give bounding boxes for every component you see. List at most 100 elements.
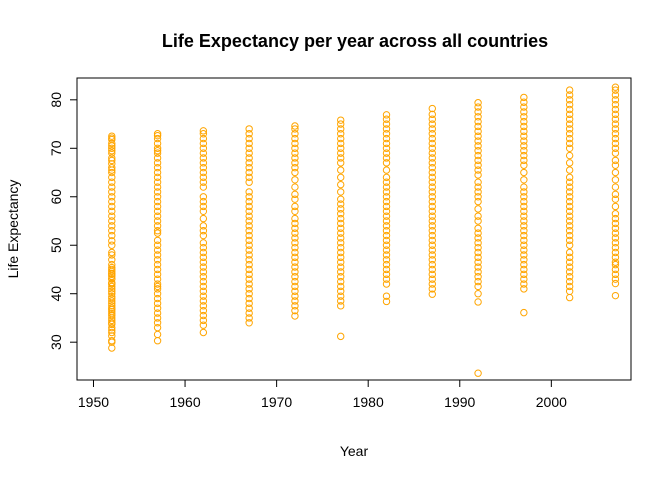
data-point bbox=[520, 260, 528, 269]
data-point bbox=[382, 270, 391, 279]
data-point bbox=[474, 277, 482, 286]
data-point bbox=[611, 110, 620, 119]
data-point bbox=[153, 207, 162, 216]
y-tick-label: 30 bbox=[48, 334, 64, 350]
data-point bbox=[565, 134, 574, 143]
data-point bbox=[199, 248, 208, 257]
data-point bbox=[382, 154, 391, 162]
data-point bbox=[153, 314, 162, 322]
data-point bbox=[611, 115, 620, 123]
data-point bbox=[291, 183, 299, 191]
data-point bbox=[428, 154, 436, 162]
data-point bbox=[291, 149, 299, 157]
data-point bbox=[291, 243, 299, 252]
data-point bbox=[382, 256, 391, 264]
data-point bbox=[291, 229, 299, 237]
data-point bbox=[108, 160, 116, 168]
data-point bbox=[153, 193, 162, 201]
data-point bbox=[428, 149, 436, 157]
data-point bbox=[520, 212, 528, 220]
data-point bbox=[611, 214, 620, 223]
data-point bbox=[291, 144, 299, 152]
data-point bbox=[565, 197, 574, 206]
data-point bbox=[520, 251, 528, 259]
data-point bbox=[382, 159, 391, 167]
data-point bbox=[428, 217, 436, 225]
data-point bbox=[382, 246, 391, 254]
data-point bbox=[428, 270, 436, 279]
data-point bbox=[382, 251, 391, 259]
data-point bbox=[199, 282, 208, 291]
data-point bbox=[199, 154, 208, 162]
data-point bbox=[611, 144, 620, 152]
data-point bbox=[565, 253, 574, 262]
data-point bbox=[520, 127, 528, 136]
data-point bbox=[199, 197, 208, 206]
data-point bbox=[428, 231, 436, 240]
data-point bbox=[474, 156, 482, 165]
data-point bbox=[291, 306, 299, 315]
data-point bbox=[382, 207, 391, 216]
data-point bbox=[474, 263, 482, 271]
data-point bbox=[245, 314, 253, 322]
data-point bbox=[520, 265, 528, 274]
data-point bbox=[520, 193, 528, 201]
data-point bbox=[153, 236, 162, 245]
data-point bbox=[199, 163, 208, 172]
data-point bbox=[153, 144, 162, 152]
data-point bbox=[611, 130, 620, 138]
data-point bbox=[337, 130, 345, 138]
data-point bbox=[382, 275, 391, 283]
data-point bbox=[382, 226, 391, 235]
data-point bbox=[108, 290, 116, 298]
data-point bbox=[337, 144, 345, 152]
data-point bbox=[245, 178, 253, 186]
data-point bbox=[565, 96, 574, 104]
data-point bbox=[108, 168, 116, 177]
data-point bbox=[565, 207, 574, 216]
data-point bbox=[565, 236, 574, 245]
data-point bbox=[474, 99, 482, 107]
data-point bbox=[153, 147, 162, 155]
data-point bbox=[428, 115, 436, 123]
data-point bbox=[291, 263, 299, 271]
data-point bbox=[565, 166, 574, 174]
data-point bbox=[474, 205, 482, 213]
data-point bbox=[611, 239, 620, 247]
data-point bbox=[199, 139, 208, 148]
data-point bbox=[245, 134, 253, 143]
data-point bbox=[382, 188, 391, 196]
data-point bbox=[199, 306, 208, 315]
data-point bbox=[245, 159, 253, 167]
data-point bbox=[611, 279, 620, 288]
data-point bbox=[337, 134, 345, 143]
data-point bbox=[108, 319, 116, 327]
data-point bbox=[565, 277, 574, 286]
data-point bbox=[520, 132, 528, 140]
data-point bbox=[565, 144, 574, 152]
data-point bbox=[337, 139, 345, 148]
data-point bbox=[565, 241, 574, 249]
data-point bbox=[245, 319, 253, 327]
data-point bbox=[108, 163, 116, 172]
data-point bbox=[565, 226, 574, 235]
data-point bbox=[108, 294, 116, 303]
data-point bbox=[291, 302, 299, 310]
data-point bbox=[245, 168, 253, 177]
data-point bbox=[428, 202, 436, 211]
data-point bbox=[153, 188, 162, 196]
data-point bbox=[108, 326, 116, 334]
data-point bbox=[474, 273, 482, 281]
data-point bbox=[153, 222, 162, 230]
data-point bbox=[565, 282, 574, 291]
data-point bbox=[611, 96, 620, 104]
data-point bbox=[382, 236, 391, 245]
data-point bbox=[474, 127, 482, 136]
data-point bbox=[565, 125, 574, 133]
data-point bbox=[611, 210, 620, 218]
data-point bbox=[199, 149, 208, 157]
data-point bbox=[611, 260, 620, 269]
data-point bbox=[245, 290, 253, 298]
data-point bbox=[611, 219, 620, 228]
data-point bbox=[153, 229, 162, 237]
